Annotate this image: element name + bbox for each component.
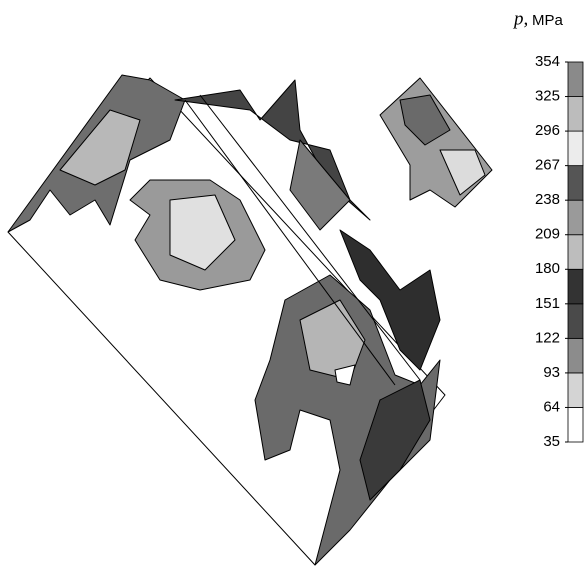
colorbar-tick-label: 354 (535, 53, 560, 70)
colorbar-band (568, 62, 583, 97)
colorbar-band (568, 166, 583, 201)
colorbar-unit: MPa (532, 12, 564, 29)
colorbar: 35 64 93 122 151 180 209 238 267 296 325 354 (535, 53, 583, 450)
colorbar-tick-label: 151 (535, 295, 560, 312)
colorbar-band (568, 304, 583, 339)
colorbar-band (568, 373, 583, 408)
colorbar-tick-label: 296 (535, 122, 560, 139)
colorbar-band (568, 269, 583, 304)
colorbar-band (568, 235, 583, 270)
colorbar-tick-label: 35 (543, 433, 560, 450)
colorbar-tick-label: 122 (535, 329, 560, 346)
colorbar-tick-label: 325 (535, 88, 560, 105)
colorbar-tick-label: 238 (535, 191, 560, 208)
contour-map (8, 75, 492, 565)
colorbar-band (568, 407, 583, 442)
chart: p, MPa 35 64 93 122 151 180 209 238 267 296 325 354 (0, 0, 584, 569)
colorbar-tick-label: 64 (543, 398, 560, 415)
colorbar-band (568, 200, 583, 235)
colorbar-band (568, 97, 583, 132)
colorbar-band (568, 338, 583, 373)
colorbar-tick-label: 209 (535, 226, 560, 243)
colorbar-tick-label: 93 (543, 364, 560, 381)
colorbar-tick-label: 267 (535, 157, 560, 174)
colorbar-tick-label: 180 (535, 260, 560, 277)
colorbar-band (568, 131, 583, 166)
separate-piece (380, 78, 492, 207)
colorbar-symbol: p, (512, 8, 528, 29)
